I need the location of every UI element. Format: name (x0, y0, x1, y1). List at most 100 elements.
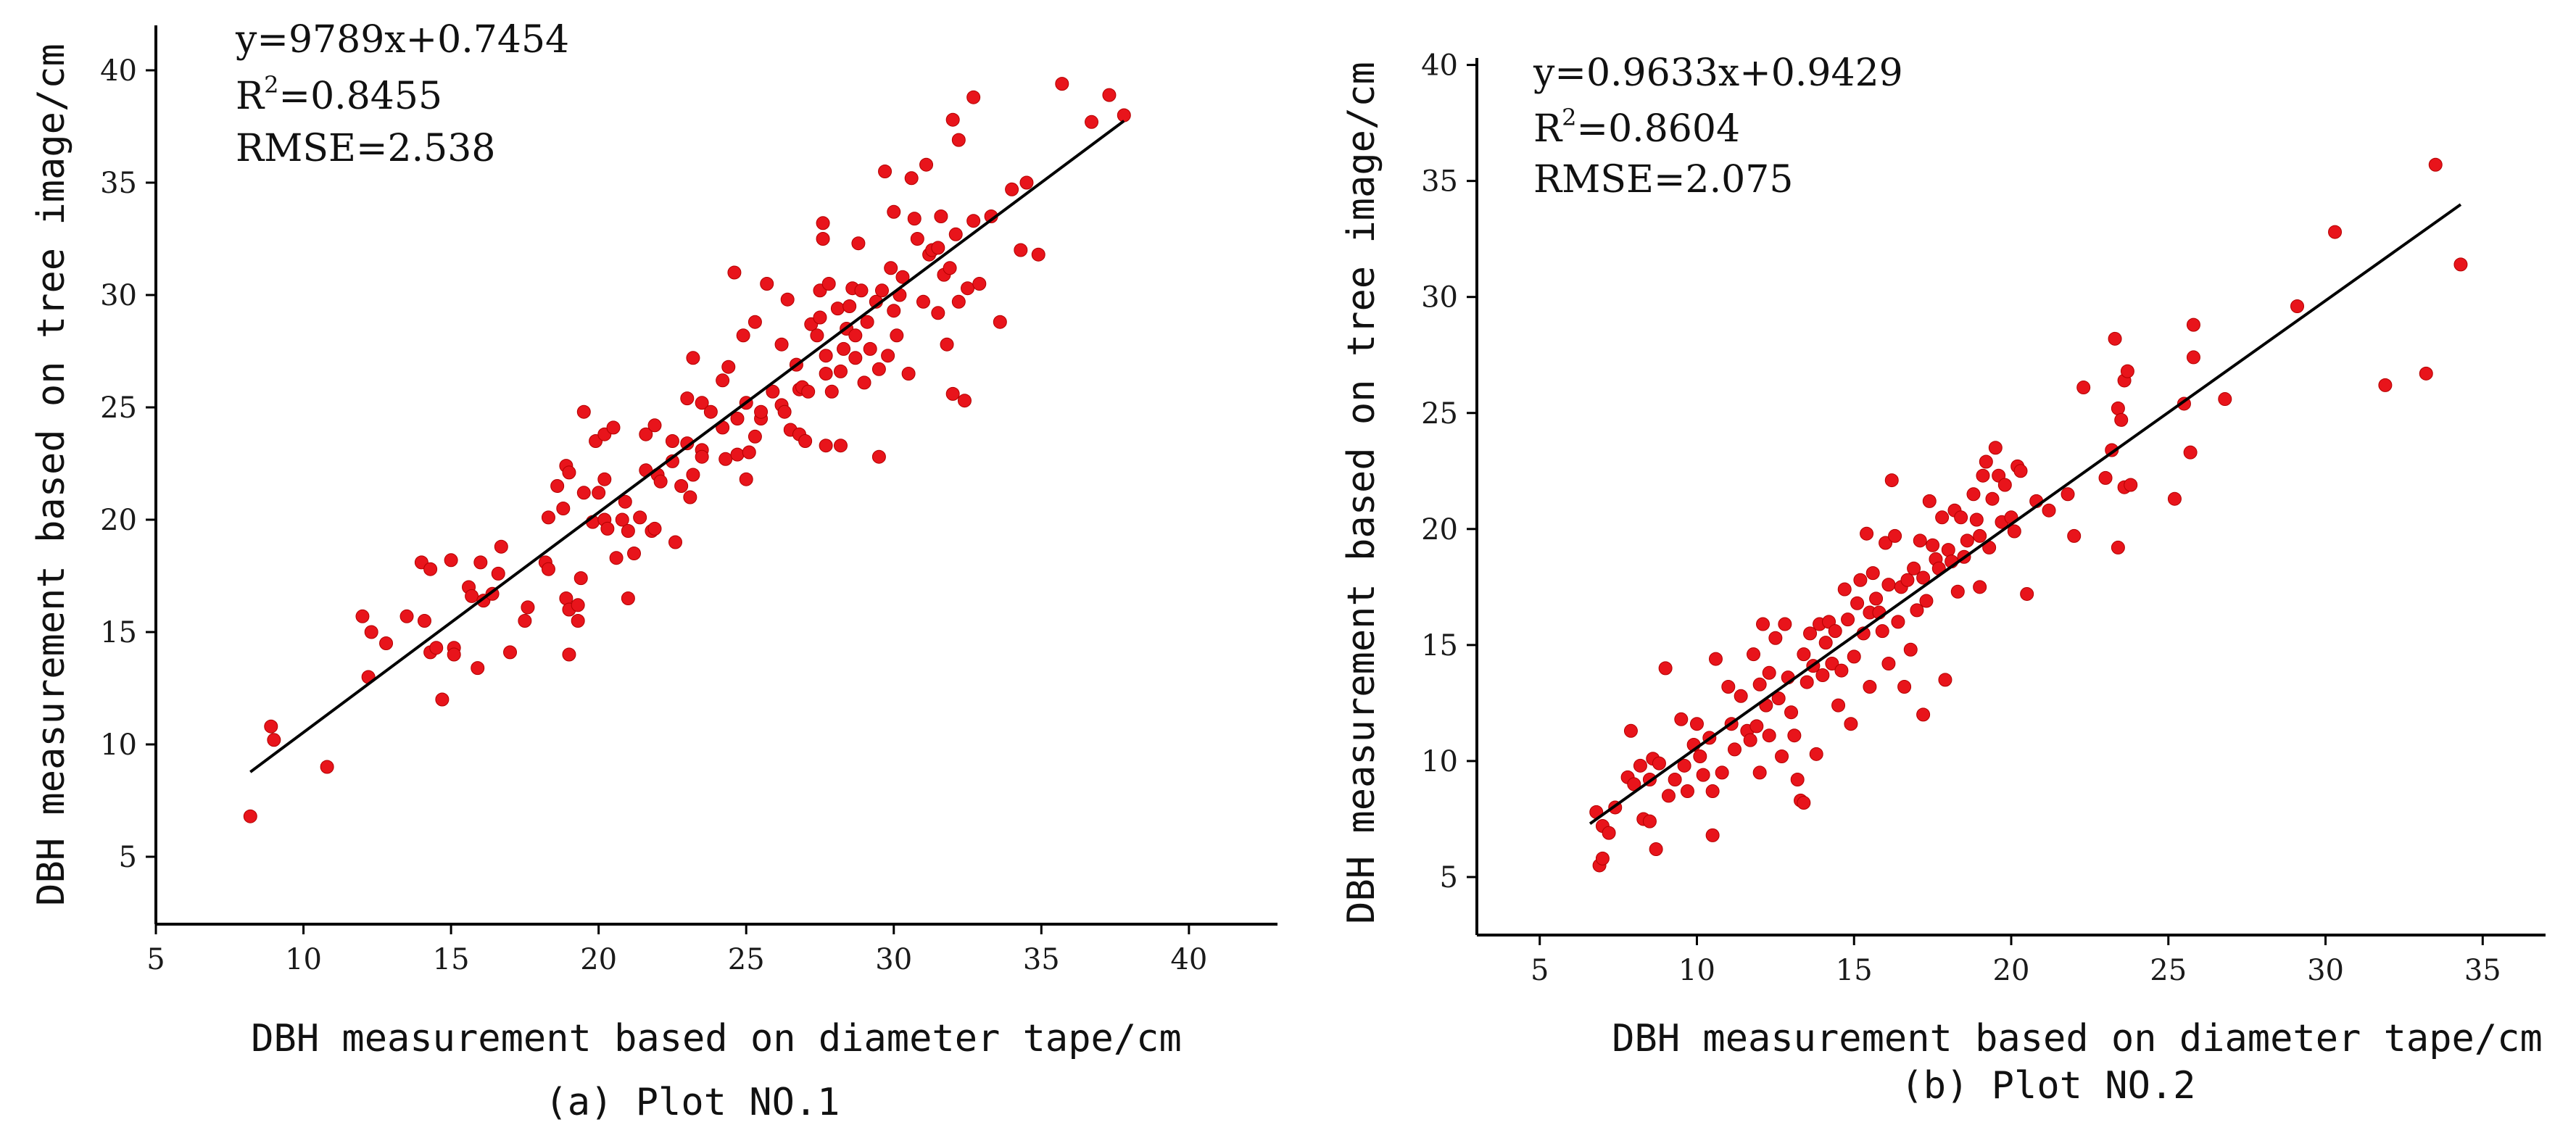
panel-b-data-point (2111, 540, 2125, 555)
panel-b-data-point (1979, 454, 1993, 469)
panel-a-data-point (819, 349, 833, 363)
panel-a-data-point (503, 645, 518, 660)
panel-a-data-point (627, 547, 642, 560)
panel-a-data-point (777, 404, 792, 419)
panel-b-data-point (1881, 656, 1896, 670)
panel-a-data-point (972, 277, 987, 291)
panel-b-data-point (1708, 652, 1723, 666)
panel-b-data-point (1749, 719, 1764, 734)
panel-a-x-tick-label: 10 (285, 943, 322, 976)
panel-b-data-point (2108, 331, 2122, 346)
panel-b: 5 10 15 20 25 30 35 40 5 10 15 20 25 30 35 y=0.9633x+… (1340, 49, 2546, 1108)
panel-b-data-point (2186, 317, 2200, 332)
panel-b-data-point (1922, 494, 1937, 508)
panel-a-data-point (736, 328, 750, 343)
panel-b-data-point (1860, 526, 1874, 541)
panel-b-data-point (1973, 580, 1987, 594)
panel-b-data-point (1938, 673, 1952, 687)
panel-a-data-point (730, 447, 745, 462)
panel-a-data-point (562, 465, 576, 480)
panel-b-data-point (2124, 478, 2138, 492)
panel-b-data-point (2042, 503, 2056, 518)
panel-a-x-tick-label: 5 (146, 943, 165, 976)
panel-a-y-tick-label: 40 (100, 54, 137, 88)
panel-b-data-point (1988, 441, 2003, 455)
panel-b-data-point (2453, 257, 2468, 272)
panel-a-data-point (833, 439, 848, 453)
panel-a-data-point (819, 439, 833, 453)
panel-b-x-tick-label: 15 (1836, 954, 1873, 987)
panel-b-x-axis-title: DBH measurement based on diameter tape/c… (1612, 1017, 2543, 1060)
panel-b-y-tick-label: 35 (1421, 165, 1458, 199)
panel-a-data-point (562, 647, 576, 662)
panel-a-data-point (573, 571, 588, 586)
panel-a-data-point (931, 306, 945, 320)
panel-a-data-point (966, 90, 981, 104)
panel-b-data-point (1642, 814, 1657, 828)
panel-b-data-point (1969, 512, 1984, 527)
panel-a-data-point (948, 227, 963, 241)
panel-b-data-point (1595, 851, 1610, 865)
panel-a-data-point (813, 310, 827, 325)
panel-a-data-point (871, 362, 886, 376)
panel-b-data-point (1907, 561, 1921, 576)
panel-a-data-point (653, 474, 668, 489)
panel-b-data-point (1787, 728, 1802, 743)
panel-b-data-point (1973, 528, 1987, 543)
panel-b-data-point (2098, 470, 2113, 485)
panel-a-data-point (494, 539, 508, 554)
panel-b-rmse: RMSE=2.075 (1533, 158, 1793, 202)
panel-b-r2: R2=0.8604 (1533, 104, 1740, 151)
panel-a-y-tick-label: 30 (100, 279, 137, 312)
panel-a-data-point (621, 591, 635, 605)
panel-b-x-tick-label: 20 (1993, 954, 2030, 987)
panel-a-data-point (556, 502, 571, 515)
panel-a-data-point (957, 394, 972, 408)
panel-b-data-point (1997, 478, 2012, 492)
panel-a-data-point (444, 553, 458, 568)
panel-a-data-point (668, 535, 683, 549)
panel-b-data-point (2076, 381, 2091, 395)
panel-a-data-point (857, 375, 871, 390)
panel-a-data-point (916, 294, 930, 309)
panel-b-data-point (1743, 733, 1757, 747)
panel-b-data-point (1834, 663, 1849, 678)
panel-b-data-point (1865, 566, 1880, 581)
panel-b-data-point (1903, 642, 1918, 657)
panel-b-data-point (2167, 491, 2182, 506)
panel-b-data-point (2020, 586, 2034, 601)
panel-a-x-ticks: 5 10 15 20 25 30 35 40 (146, 924, 1207, 976)
panel-b-data-point (1633, 758, 1647, 773)
panel-b-data-point (1875, 624, 1889, 639)
panel-a-data-point (686, 468, 700, 482)
panel-a-data-point (633, 510, 647, 525)
panel-a-data-point (919, 157, 934, 172)
panel-b-y-tick-label: 25 (1421, 397, 1458, 431)
panel-a-data-point (910, 232, 924, 246)
panel-a-x-tick-label: 30 (875, 943, 912, 976)
panel-a-x-tick-label: 15 (433, 943, 470, 976)
panel-b-data-point (1652, 756, 1666, 771)
panel-a-data-point (618, 494, 632, 509)
panel-b-data-point (1649, 842, 1663, 857)
panel-b-x-tick-label: 25 (2150, 954, 2187, 987)
panel-b-data-point (1891, 615, 1905, 629)
panel-a-y-tick-label: 35 (100, 167, 137, 200)
panel-b-data-point (1919, 594, 1934, 608)
panel-a-data-point (576, 486, 591, 500)
panel-a-data-point (798, 434, 813, 448)
panel-a-data-point (521, 600, 535, 615)
panel-a-data-point (760, 277, 774, 291)
panel-a-data-point (874, 283, 889, 298)
panel-a-equation: y=9789x+0.7454 (235, 18, 569, 62)
panel-a-y-tick-label: 15 (100, 616, 137, 649)
panel-a-data-point (721, 360, 736, 374)
panel-b-data-point (2218, 392, 2232, 407)
panel-b-data-point (1881, 578, 1896, 592)
panel-a-data-point (860, 315, 874, 329)
panel-a-data-point (417, 614, 431, 628)
panel-a-x-tick-label: 40 (1170, 943, 1207, 976)
panel-a-y-tick-label: 10 (100, 728, 137, 762)
panel-a-data-point (907, 212, 922, 226)
panel-a-data-point (747, 315, 762, 329)
